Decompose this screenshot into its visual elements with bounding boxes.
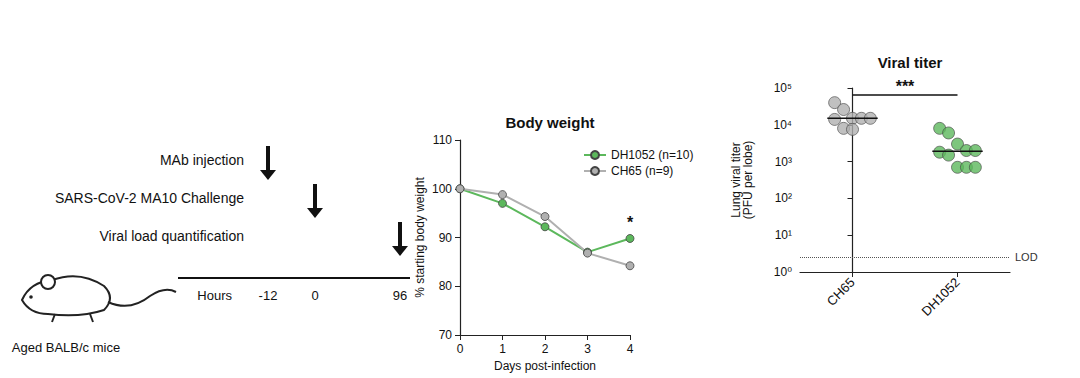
svg-text:80: 80 — [439, 279, 453, 293]
svg-text:-12: -12 — [259, 288, 278, 303]
svg-text:10⁵: 10⁵ — [774, 81, 792, 95]
svg-text:3: 3 — [584, 342, 591, 356]
svg-text:CH65: CH65 — [824, 275, 858, 309]
svg-text:4: 4 — [627, 342, 634, 356]
svg-text:Viral titer: Viral titer — [878, 54, 943, 71]
svg-text:Aged BALB/c mice: Aged BALB/c mice — [12, 340, 120, 355]
svg-text:0: 0 — [311, 288, 318, 303]
svg-text:***: *** — [896, 78, 915, 95]
svg-text:110: 110 — [433, 133, 452, 147]
svg-text:90: 90 — [439, 231, 453, 245]
svg-text:Days post-infection: Days post-infection — [494, 359, 596, 373]
svg-text:DH1052 (n=10): DH1052 (n=10) — [611, 148, 693, 162]
svg-text:0: 0 — [457, 342, 464, 356]
svg-text:2: 2 — [542, 342, 549, 356]
svg-text:SARS-CoV-2 MA10 Challenge: SARS-CoV-2 MA10 Challenge — [55, 190, 244, 206]
svg-text:DH1052: DH1052 — [919, 275, 963, 319]
svg-text:% starting body weight: % starting body weight — [413, 176, 427, 297]
svg-text:Lung viral titer: Lung viral titer — [729, 142, 743, 218]
svg-text:Viral load quantification: Viral load quantification — [99, 228, 244, 244]
svg-text:100: 100 — [432, 182, 452, 196]
svg-text:*: * — [627, 214, 634, 231]
svg-text:CH65 (n=9): CH65 (n=9) — [611, 164, 673, 178]
svg-text:MAb injection: MAb injection — [160, 152, 244, 168]
svg-text:10²: 10² — [775, 191, 792, 205]
svg-text:Body weight: Body weight — [505, 114, 594, 131]
svg-text:10⁰: 10⁰ — [774, 265, 792, 279]
svg-text:1: 1 — [499, 342, 506, 356]
svg-text:10¹: 10¹ — [775, 228, 792, 242]
svg-text:70: 70 — [439, 328, 453, 342]
svg-text:(PFU per lobe): (PFU per lobe) — [741, 141, 755, 220]
svg-text:LOD: LOD — [1015, 251, 1038, 263]
svg-text:10⁴: 10⁴ — [773, 118, 792, 132]
svg-text:96: 96 — [393, 288, 407, 303]
svg-text:Hours: Hours — [197, 288, 232, 303]
svg-text:10³: 10³ — [775, 155, 792, 169]
